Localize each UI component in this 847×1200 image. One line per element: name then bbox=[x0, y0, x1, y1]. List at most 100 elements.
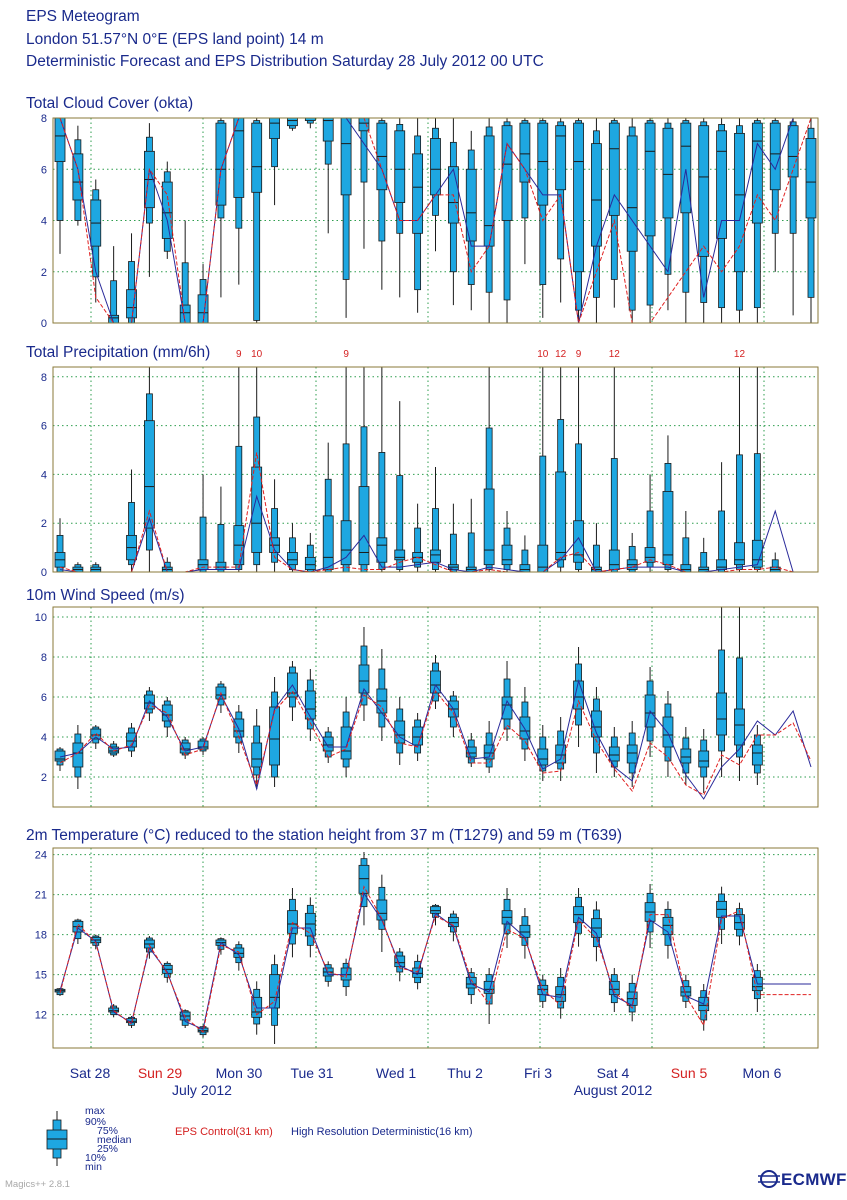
box-28 bbox=[555, 968, 567, 1019]
version-label: Magics++ 2.8.1 bbox=[5, 1179, 70, 1190]
box-14 bbox=[304, 532, 316, 573]
box-inner bbox=[573, 520, 584, 563]
legend-p10-label: 10% bbox=[85, 1152, 107, 1164]
overflow-label: 9 bbox=[576, 349, 582, 360]
box-inner bbox=[179, 742, 191, 754]
box-outer bbox=[467, 532, 475, 573]
box-21 bbox=[430, 904, 441, 926]
box-inner bbox=[734, 914, 745, 930]
box-outer bbox=[736, 657, 743, 758]
box-inner bbox=[751, 539, 763, 568]
box-6 bbox=[161, 557, 173, 573]
control-line bbox=[59, 885, 811, 1033]
box-21 bbox=[430, 467, 441, 572]
box-31 bbox=[608, 118, 620, 308]
box-13 bbox=[287, 117, 298, 131]
box-inner bbox=[144, 420, 155, 529]
box-inner bbox=[251, 122, 263, 193]
y-tick-label: 24 bbox=[35, 850, 47, 862]
box-31 bbox=[608, 968, 620, 1012]
forecast-subtitle: Deterministic Forecast and EPS Distribut… bbox=[26, 53, 544, 70]
box-inner bbox=[626, 744, 638, 764]
box-outer bbox=[414, 527, 422, 568]
legend-p25-label: 25% bbox=[97, 1143, 119, 1155]
box-inner bbox=[304, 690, 316, 720]
box-13 bbox=[287, 523, 298, 572]
box-inner bbox=[322, 117, 334, 142]
box-39 bbox=[751, 367, 763, 572]
box-4 bbox=[126, 723, 137, 757]
legend-p90-label: 90% bbox=[85, 1116, 107, 1128]
box-inner bbox=[72, 153, 84, 201]
box-inner bbox=[680, 748, 692, 764]
box-inner bbox=[394, 130, 406, 203]
panel-frame bbox=[52, 847, 819, 1049]
box-32 bbox=[626, 721, 638, 787]
box-39 bbox=[751, 725, 763, 785]
legend-box-sample bbox=[46, 1111, 68, 1166]
box-inner bbox=[519, 122, 531, 183]
box-inner bbox=[90, 728, 102, 740]
box-26 bbox=[519, 535, 531, 573]
box-inner bbox=[340, 520, 352, 566]
box-inner bbox=[591, 710, 602, 738]
overflow-label: 9 bbox=[236, 349, 242, 360]
box-37 bbox=[716, 886, 727, 944]
box-inner bbox=[591, 143, 602, 247]
box-inner bbox=[430, 670, 441, 694]
box-11 bbox=[251, 709, 263, 789]
box-inner bbox=[251, 742, 263, 768]
box-inner bbox=[412, 967, 424, 978]
box-inner bbox=[519, 924, 531, 938]
box-0 bbox=[54, 518, 66, 573]
box-3 bbox=[108, 246, 120, 324]
panel-frame bbox=[52, 606, 819, 808]
day-label: Tue 31 bbox=[290, 1065, 333, 1081]
box-inner bbox=[537, 748, 549, 766]
box-9 bbox=[215, 118, 227, 298]
box-26 bbox=[519, 118, 531, 265]
box-inner bbox=[161, 181, 173, 239]
box-inner bbox=[555, 125, 567, 191]
box-36 bbox=[698, 729, 710, 793]
panel-frame bbox=[52, 366, 819, 573]
box-inner bbox=[644, 547, 656, 563]
box-20 bbox=[412, 118, 424, 313]
y-tick-label: 4 bbox=[41, 469, 47, 481]
box-inner bbox=[716, 692, 727, 736]
box-34 bbox=[662, 435, 674, 572]
day-label: Mon 30 bbox=[216, 1065, 263, 1081]
box-9 bbox=[215, 681, 227, 713]
box-30 bbox=[591, 901, 602, 962]
box-inner bbox=[430, 906, 441, 914]
box-inner bbox=[340, 726, 352, 760]
box-4 bbox=[126, 469, 137, 572]
legend-median-label: median bbox=[97, 1134, 132, 1146]
y-tick-label: 18 bbox=[35, 930, 47, 942]
box-12 bbox=[269, 479, 280, 572]
box-2 bbox=[90, 562, 102, 573]
box-18 bbox=[376, 649, 388, 741]
box-inner bbox=[430, 138, 441, 196]
box-inner bbox=[608, 746, 620, 762]
box-16 bbox=[340, 117, 352, 318]
box-32 bbox=[626, 974, 638, 1022]
panel-title-1: Total Precipitation (mm/6h) bbox=[26, 344, 210, 361]
overflow-label: 12 bbox=[609, 349, 621, 360]
box-outer bbox=[378, 452, 386, 570]
box-35 bbox=[680, 974, 692, 1008]
box-36 bbox=[698, 537, 710, 573]
box-12 bbox=[269, 677, 280, 787]
control-line bbox=[59, 689, 812, 796]
box-inner bbox=[215, 561, 227, 570]
box-2 bbox=[90, 179, 102, 303]
box-14 bbox=[304, 897, 316, 958]
y-tick-label: 10 bbox=[35, 612, 47, 624]
y-tick-label: 6 bbox=[41, 164, 47, 176]
box-inner bbox=[376, 899, 388, 921]
box-inner bbox=[358, 664, 370, 694]
box-inner bbox=[72, 742, 84, 768]
panel-title-2: 10m Wind Speed (m/s) bbox=[26, 587, 185, 604]
panel-title-3: 2m Temperature (°C) reduced to the stati… bbox=[26, 827, 622, 844]
